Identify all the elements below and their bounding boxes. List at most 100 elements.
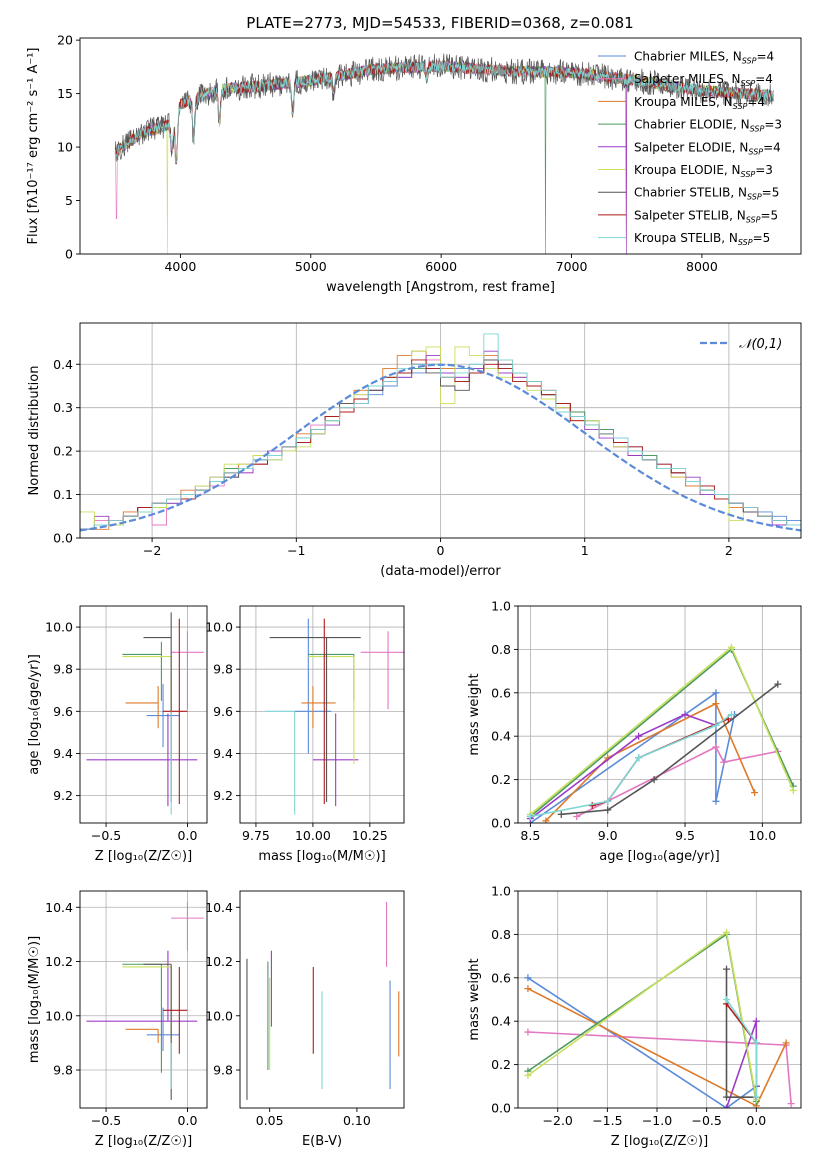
y-tick-label: 1.0 [491, 599, 511, 614]
x-axis-label: Z [log₁₀(Z/Z☉)] [95, 1134, 192, 1149]
legend-label: Salpeter ELODIE, NSSP=4 [634, 140, 781, 156]
x-axis-label: mass [log₁₀(M/M☉)] [258, 849, 385, 864]
plot-area-age-vs-mass [240, 606, 404, 823]
spectrum-line-kroupa-stelib [114, 60, 774, 164]
x-tick-label: −1 [287, 543, 305, 558]
errorbar-chabrier-elodie [122, 641, 162, 701]
histogram-kroupa-elodie [80, 346, 801, 538]
data-point-marker [557, 810, 565, 818]
errorbar-kroupa-miles [301, 686, 336, 729]
x-axis-label: E(B-V) [302, 1134, 342, 1149]
series-chabrier-elodie [524, 930, 760, 1105]
plot-area-mass-weight-vs-Z [518, 891, 801, 1108]
y-tick-label: 0 [65, 247, 73, 262]
axes-frame [517, 605, 802, 824]
y-tick-label: 10.4 [205, 900, 233, 915]
x-tick-label: −1.0 [642, 1113, 672, 1128]
data-point-marker [727, 643, 735, 651]
series-chabrier-elodie [526, 645, 797, 820]
data-point-marker [712, 797, 720, 805]
data-point-marker [588, 802, 596, 810]
errorbar-kroupa-stelib [265, 710, 296, 815]
data-point-marker [712, 743, 720, 751]
data-point-marker [723, 1093, 731, 1101]
y-tick-label: 10.0 [45, 620, 73, 635]
data-point-marker [727, 711, 735, 718]
data-point-marker [752, 1039, 760, 1047]
series-line [529, 713, 717, 820]
data-point-marker [604, 797, 612, 805]
errorbar-salpeter-miles [171, 901, 204, 951]
legend-label: Salpeter STELIB, NSSP=5 [634, 208, 778, 224]
y-axis-label: age [log₁₀(age/yr)] [27, 654, 42, 775]
charts-layer: Chabrier MILES, NSSP=4 Salpeter MILES, NS… [26, 33, 802, 1149]
x-tick-label: 8000 [686, 259, 718, 274]
legend-label: 𝒩(0,1) [739, 337, 782, 352]
x-tick-label: −0.5 [91, 828, 121, 843]
series-line [527, 977, 757, 1108]
legend-label: Kroupa STELIB, NSSP=5 [634, 231, 770, 247]
panel-age-vs-Z: −0.5 0.0 9.2 9.4 9.6 9.8 10.0 Z [log₁₀(Z/Z☉)] ag… [27, 605, 208, 864]
axes-frame [517, 890, 802, 1109]
x-tick-label: 0.05 [256, 1113, 284, 1128]
x-tick-label: 0.0 [178, 828, 198, 843]
x-axis-label: age [log₁₀(age/yr)] [599, 849, 720, 864]
series-line [527, 933, 758, 1102]
errorbar-chabrier-elodie [308, 653, 355, 701]
x-tick-label: −0.5 [91, 1113, 121, 1128]
panel-residuals: 𝒩(0,1) −2 −1 0 1 2 0.0 0.1 0.2 0.3 0.4 (data-model)… [27, 322, 802, 579]
y-tick-label: 10.2 [45, 954, 73, 969]
data-point-marker [524, 1028, 532, 1036]
y-tick-label: 9.6 [53, 704, 73, 719]
data-point-marker [573, 812, 581, 820]
series-line [527, 1031, 792, 1104]
series-line [527, 930, 758, 1100]
data-point-marker [635, 754, 643, 762]
x-tick-label: 9.0 [598, 828, 618, 843]
plot-area-residuals [80, 323, 801, 538]
y-tick-label: 0.4 [491, 729, 511, 744]
legend-label: Salpeter MILES, NSSP=4 [634, 72, 773, 88]
series-line [529, 691, 736, 823]
panel-mass-vs-Z: −0.5 0.0 9.8 10.0 10.2 10.4 Z [log₁₀(Z/Z☉)] mas… [27, 890, 208, 1149]
y-tick-label: 15 [57, 86, 73, 101]
data-point-marker [723, 965, 731, 973]
y-axis-label: mass weight [467, 673, 482, 755]
panel-mass-weight-vs-Z: −2.0 −1.5 −1.0 −0.5 0.0 0.0 0.2 0.4 0.6 0.8 1.0 Z [… [467, 884, 802, 1149]
series-chabrier-stelib [557, 680, 782, 818]
errorbar-kroupa-miles [125, 1028, 159, 1043]
y-axis-label: Normed distribution [27, 366, 42, 496]
x-axis-label: Z [log₁₀(Z/Z☉)] [95, 849, 192, 864]
y-tick-label: 0.0 [53, 531, 73, 546]
x-tick-label: 10.00 [295, 828, 331, 843]
series-chabrier-miles [524, 974, 760, 1108]
errorbar-kroupa-elodie [308, 656, 355, 765]
x-tick-label: 5000 [295, 259, 327, 274]
x-tick-label: 0.0 [746, 1113, 766, 1128]
y-axis-label: mass weight [467, 958, 482, 1040]
y-tick-label: 9.8 [213, 1063, 233, 1078]
data-point-marker [752, 1093, 760, 1101]
series-line [576, 745, 778, 818]
x-axis-label: (data-model)/error [380, 564, 501, 579]
errorbar-salpeter-stelib [163, 618, 188, 805]
y-tick-label: 0.2 [53, 444, 73, 459]
y-tick-label: 0.8 [491, 642, 511, 657]
legend-label: Kroupa MILES, NSSP=4 [634, 95, 765, 111]
x-tick-label: 8.5 [520, 828, 540, 843]
data-point-marker [526, 812, 534, 820]
data-point-marker [787, 1100, 795, 1108]
y-axis-label: mass [log₁₀(M/M☉)] [27, 936, 42, 1063]
x-tick-label: 7000 [556, 259, 588, 274]
data-point-marker [604, 806, 612, 814]
data-point-marker [723, 996, 731, 1003]
panel-spectrum: Chabrier MILES, NSSP=4 Salpeter MILES, NS… [26, 33, 802, 295]
errorbar-salpeter-miles [171, 631, 204, 710]
y-tick-label: 9.6 [213, 704, 233, 719]
x-tick-label: 1 [581, 543, 589, 558]
panel-mass-weight-vs-age: 8.5 9.0 9.5 10.0 0.0 0.2 0.4 0.6 0.8 1.0 age [log₁… [467, 599, 802, 864]
plot-area-mass-weight-vs-age [518, 606, 801, 823]
series-kroupa-stelib [723, 996, 760, 1101]
legend-label: Chabrier ELODIE, NSSP=3 [634, 118, 782, 134]
series-line [545, 702, 756, 822]
